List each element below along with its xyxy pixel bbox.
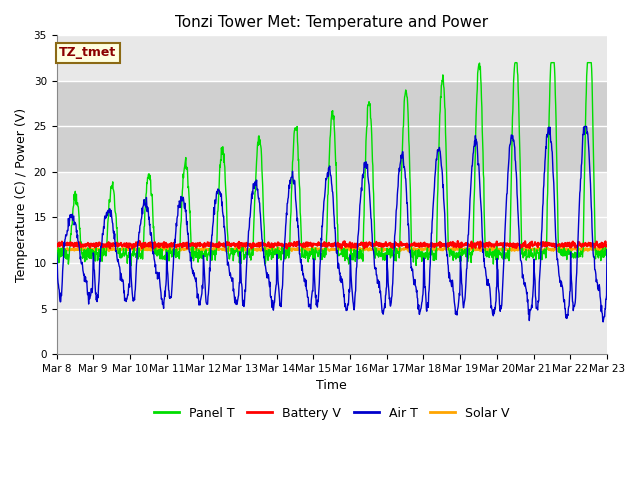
- Solar V: [490, 246, 497, 252]
- Air T: [162, 285, 170, 290]
- Battery V: [418, 244, 426, 250]
- Line: Battery V: Battery V: [56, 241, 607, 249]
- Legend: Panel T, Battery V, Air T, Solar V: Panel T, Battery V, Air T, Solar V: [149, 402, 515, 425]
- X-axis label: Time: Time: [316, 379, 347, 392]
- Panel T: [175, 256, 183, 262]
- Panel T: [603, 253, 611, 259]
- Battery V: [490, 242, 497, 248]
- Air T: [175, 204, 183, 210]
- Solar V: [344, 244, 351, 250]
- Air T: [52, 250, 60, 256]
- Line: Air T: Air T: [56, 126, 607, 322]
- Text: TZ_tmet: TZ_tmet: [60, 47, 116, 60]
- Panel T: [511, 60, 519, 66]
- Solar V: [579, 249, 587, 254]
- Air T: [599, 319, 607, 325]
- Bar: [56, 81, 607, 172]
- Air T: [581, 123, 589, 129]
- Panel T: [127, 263, 135, 269]
- Air T: [489, 311, 497, 316]
- Air T: [538, 231, 545, 237]
- Battery V: [176, 241, 184, 247]
- Air T: [417, 305, 425, 311]
- Battery V: [52, 244, 60, 250]
- Solar V: [52, 246, 60, 252]
- Air T: [603, 247, 611, 253]
- Panel T: [538, 252, 546, 258]
- Battery V: [603, 243, 611, 249]
- Y-axis label: Temperature (C) / Power (V): Temperature (C) / Power (V): [15, 108, 28, 282]
- Panel T: [162, 257, 170, 263]
- Solar V: [538, 247, 546, 253]
- Battery V: [237, 240, 245, 246]
- Title: Tonzi Tower Met: Temperature and Power: Tonzi Tower Met: Temperature and Power: [175, 15, 488, 30]
- Battery V: [538, 243, 546, 249]
- Solar V: [603, 247, 611, 252]
- Battery V: [106, 246, 114, 252]
- Battery V: [163, 242, 170, 248]
- Solar V: [417, 246, 425, 252]
- Battery V: [136, 238, 143, 244]
- Air T: [237, 256, 244, 262]
- Line: Panel T: Panel T: [56, 63, 607, 266]
- Solar V: [162, 246, 170, 252]
- Panel T: [237, 261, 244, 266]
- Solar V: [175, 246, 183, 252]
- Panel T: [52, 255, 60, 261]
- Line: Solar V: Solar V: [56, 247, 607, 252]
- Panel T: [490, 261, 497, 267]
- Panel T: [417, 250, 425, 256]
- Solar V: [237, 246, 244, 252]
